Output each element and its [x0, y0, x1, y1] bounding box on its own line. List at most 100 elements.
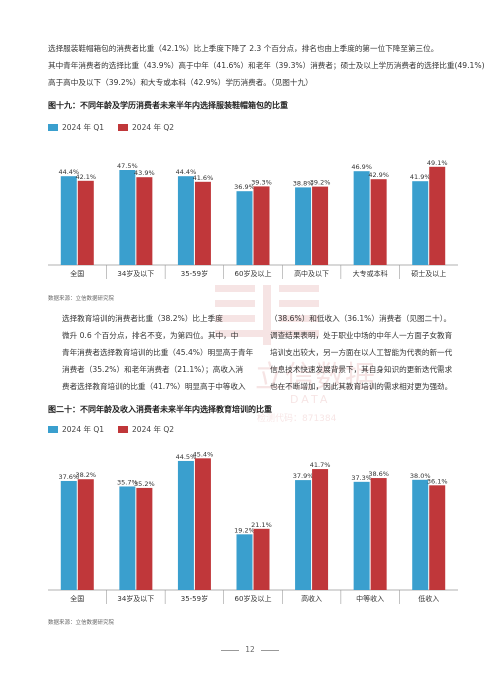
legend-swatch-q2 — [118, 426, 129, 433]
bar-value-label: 36.9% — [234, 183, 255, 191]
watermark-logo: 立信数据 DATA 检测代码：871384 — [215, 285, 375, 424]
bar-value-label: 37.9% — [293, 472, 314, 480]
category-label: 34岁及以下 — [117, 594, 154, 603]
bar-value-label: 44.5% — [176, 453, 197, 461]
paragraph-line: 消费者（35.2%）和老年消费者（21.1%）；高收入消 — [62, 365, 244, 374]
bar-value-label: 39.3% — [251, 178, 272, 186]
bar-q2 — [77, 479, 94, 590]
bar-q2 — [136, 177, 153, 265]
bar-q2 — [253, 528, 270, 590]
legend-label-q2: 2024 年 Q2 — [132, 425, 175, 434]
bar-q1 — [295, 187, 312, 265]
figure-19-source: 数据来源：立信数据研究院 — [48, 296, 115, 302]
category-label: 高中及以下 — [294, 269, 329, 278]
bar-q1 — [236, 534, 253, 590]
bar-q1 — [353, 481, 370, 590]
paragraph-line: 信息技术快速发展背景下，其自身知识的更新迭代需求 — [270, 365, 453, 374]
paragraph-line: （38.6%）和低收入（36.1%）消费者（见图二十）。 — [270, 314, 452, 323]
bar-value-label: 44.4% — [58, 168, 79, 176]
bar-q2 — [312, 469, 329, 590]
category-label: 34岁及以下 — [117, 269, 154, 278]
category-label: 高收入 — [301, 594, 322, 603]
category-label: 中等收入 — [356, 594, 384, 603]
bar-value-label: 35.7% — [117, 478, 138, 486]
bar-q1 — [295, 480, 312, 590]
bar-value-label: 42.9% — [368, 171, 389, 179]
paragraph-education-left: 选择教育培训的消费者比重（38.2%）比上季度 微升 0.6 个百分点，排名不变… — [62, 310, 253, 395]
figure-19-chart: 44.4%42.1%全国47.5%43.9%34岁及以下44.4%41.6%35… — [48, 159, 458, 279]
paragraph-line: 调查结果表明，处于职业中场的中年人一方面子女教育 — [270, 331, 453, 340]
watermark-brand: 立信数据 — [255, 360, 375, 395]
bar-value-label: 39.2% — [310, 179, 331, 187]
legend-swatch-q1 — [48, 426, 58, 433]
figure-20-legend: 2024 年 Q1 2024 年 Q2 — [48, 424, 174, 435]
paragraph-line: 也在不断增加，因此其教育培训的需求相对更为强劲。 — [270, 382, 453, 391]
bar-value-label: 37.6% — [58, 473, 79, 481]
paragraph-apparel: 选择服装鞋帽箱包的消费者比重（42.1%）比上季度下降了 2.3 个百分点，排名… — [48, 40, 485, 91]
bar-value-label: 43.9% — [134, 169, 155, 177]
watermark-code: 检测代码：871384 — [257, 412, 337, 424]
paragraph-line: 高于高中及以下（39.2%）和大专或本科（42.9%）学历消费者。（见图十九） — [48, 78, 313, 87]
paragraph-line: 青年消费者选择教育培训的比重（45.4%）明显高于青年 — [62, 348, 254, 357]
legend-item-q2: 2024 年 Q2 — [118, 424, 174, 435]
bar-q1 — [119, 486, 136, 590]
category-label: 全国 — [70, 594, 84, 603]
bar-value-label: 46.9% — [351, 163, 372, 171]
bar-value-label: 38.6% — [368, 470, 389, 478]
bar-q2 — [429, 485, 446, 590]
bar-q1 — [60, 176, 77, 265]
bar-value-label: 21.1% — [251, 521, 272, 529]
legend-item-q1: 2024 年 Q1 — [48, 424, 104, 435]
figure-20-chart: 37.6%38.2% 全国 35.7%35.2% 34岁及以下 44.5%45.4% 35… — [48, 450, 458, 604]
bar-q1 — [353, 171, 370, 265]
bar-q1 — [119, 170, 136, 265]
bar-value-label: 47.5% — [117, 162, 138, 170]
page-number: 12 — [245, 645, 255, 654]
bar-value-label: 36.1% — [427, 477, 448, 485]
bar-q1 — [177, 460, 194, 590]
bar-value-label: 42.1% — [75, 173, 96, 181]
bar-value-label: 19.2% — [234, 526, 255, 534]
paragraph-line: 其中青年消费者的选择比重（43.9%）高于中年（41.6%）和老年（39.3%）… — [48, 61, 485, 70]
legend-label-q1: 2024 年 Q1 — [62, 425, 105, 434]
bar-q1 — [236, 191, 253, 265]
category-label: 低收入 — [418, 594, 439, 603]
bar-q2 — [194, 458, 211, 590]
legend-label-q1: 2024 年 Q1 — [62, 123, 105, 132]
bar-q2 — [194, 181, 211, 265]
page-footer: 12 — [0, 645, 500, 654]
category-label: 硕士及以上 — [411, 269, 446, 278]
bar-q2 — [429, 166, 446, 265]
bar-q2 — [370, 478, 387, 590]
bar-q2 — [253, 186, 270, 265]
bar-value-label: 38.2% — [75, 471, 96, 479]
bar-value-label: 41.7% — [310, 461, 331, 469]
figure-19-title: 图十九：不同年龄及学历消费者未来半年内选择服装鞋帽箱包的比重 — [48, 101, 288, 110]
bar-q2 — [136, 487, 153, 590]
bar-value-label: 44.4% — [176, 168, 197, 176]
bar-q2 — [312, 186, 329, 265]
bar-value-label: 38.8% — [293, 179, 314, 187]
category-label: 60岁及以上 — [235, 269, 272, 278]
figure-20-title: 图二十：不同年龄及收入消费者未来半年内选择教育培训的比重 — [48, 405, 272, 414]
paragraph-line: 培训支出较大，另一方面在以人工智能为代表的新一代 — [270, 348, 453, 357]
category-label: 大专或本科 — [353, 269, 388, 278]
bar-q1 — [412, 479, 429, 590]
footer-dash-left — [221, 649, 240, 651]
footer-dash-right — [260, 649, 279, 651]
bar-q1 — [60, 480, 77, 590]
bar-value-label: 35.2% — [134, 480, 155, 488]
bar-q1 — [412, 181, 429, 265]
bar-q2 — [77, 180, 94, 265]
figure-20-source: 数据来源：立信数据研究院 — [48, 620, 115, 626]
paragraph-education-right: （38.6%）和低收入（36.1%）消费者（见图二十）。 调查结果表明，处于职业… — [270, 310, 452, 395]
bar-value-label: 37.3% — [351, 474, 372, 482]
bar-value-label: 45.4% — [193, 450, 214, 458]
figure-19-legend: 2024 年 Q1 2024 年 Q2 — [48, 122, 174, 133]
legend-label-q2: 2024 年 Q2 — [132, 123, 175, 132]
category-label: 35-59岁 — [181, 269, 208, 278]
category-label: 35-59岁 — [181, 594, 208, 603]
bar-value-label: 49.1% — [427, 159, 448, 167]
bar-value-label: 41.9% — [410, 173, 431, 181]
legend-item-q2: 2024 年 Q2 — [118, 122, 174, 133]
